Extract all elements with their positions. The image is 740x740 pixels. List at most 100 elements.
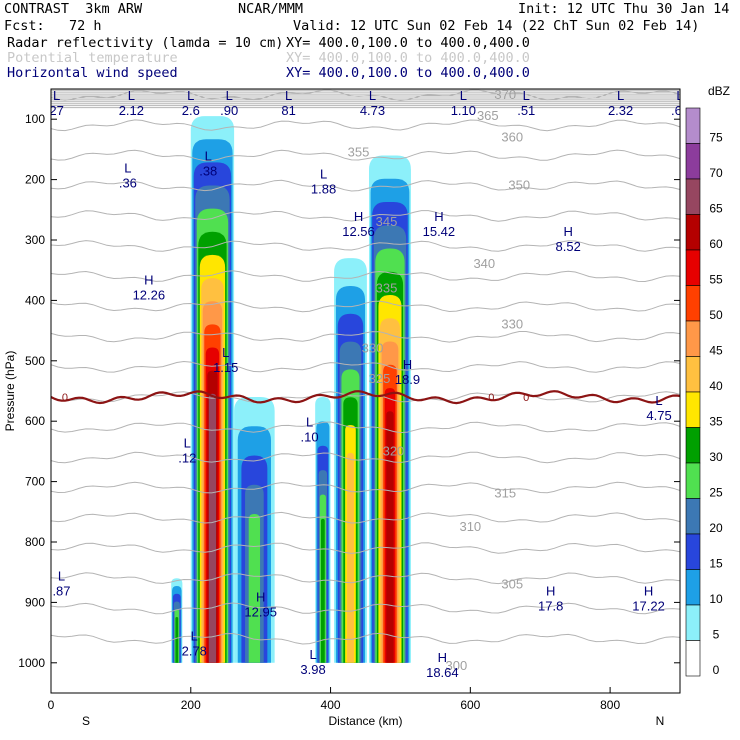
freezing-level-line	[51, 390, 680, 405]
theta-contour	[51, 602, 680, 615]
freezing-level-label: 0	[488, 392, 494, 404]
wind-extremum-type: H	[563, 224, 572, 239]
wind-extremum-type: L	[128, 88, 135, 103]
colorbar-swatch-50	[685, 285, 701, 322]
wind-extremum-type: H	[354, 209, 363, 224]
colorbar-swatch-55	[685, 249, 701, 286]
colorbar-swatch-70	[685, 143, 701, 180]
y-tick-label: 800	[25, 535, 45, 549]
wind-extremum-value: 27	[49, 103, 63, 118]
wind-extremum-type: L	[205, 149, 212, 164]
freezing-level-label: 0	[62, 392, 68, 404]
colorbar-swatch-75	[685, 107, 701, 144]
theta-label: 345	[376, 214, 398, 229]
x-tick-label: 0	[48, 698, 55, 712]
wind-extremum-type: H	[438, 650, 447, 665]
wind-extremum-value: 4.73	[360, 103, 385, 118]
y-tick-label: 1000	[18, 656, 45, 670]
colorbar-swatch-20	[685, 498, 701, 535]
colorbar-label: 35	[709, 415, 723, 429]
colorbar-label: 30	[709, 450, 723, 464]
wind-extremum-value: 2.32	[608, 103, 633, 118]
wind-extremum-value: .65	[671, 103, 689, 118]
theta-contour	[51, 572, 680, 585]
wind-extremum-value: .10	[301, 429, 319, 444]
theta-label: 355	[348, 144, 370, 159]
field-wind-name: Horizontal wind speed	[7, 65, 178, 81]
theta-contour	[51, 240, 680, 252]
colorbar-label: 0	[713, 663, 720, 677]
y-tick-label: 900	[25, 595, 45, 609]
wind-extremum-value: 81	[281, 103, 295, 118]
wind-extremum-type: L	[320, 167, 327, 182]
freezing-level-label: 0	[523, 392, 529, 404]
wind-extremum-value: 2.78	[182, 644, 207, 659]
colorbar-label: 45	[709, 344, 723, 358]
wind-extremum-value: 1.88	[311, 182, 336, 197]
x-tick-label: 400	[321, 698, 341, 712]
colorbar-swatch-25	[685, 462, 701, 499]
wind-extremum-value: .38	[199, 164, 217, 179]
wind-extremum-type: L	[187, 88, 194, 103]
wind-extremum-value: 4.75	[646, 408, 671, 423]
wind-extremum-type: L	[676, 88, 683, 103]
theta-label: 330	[501, 317, 523, 332]
field-reflectivity-name: Radar reflectivity (lamda = 10 cm)	[7, 35, 284, 51]
y-tick-label: 200	[25, 173, 45, 187]
colorbar-label: 15	[709, 557, 723, 571]
theta-contour	[51, 210, 680, 222]
colorbar-swatch-40	[685, 356, 701, 393]
center-label: NCAR/MMM	[238, 1, 304, 17]
x-tick-label: 600	[460, 698, 480, 712]
wind-extremum-value: 17.22	[632, 598, 665, 613]
theta-contour	[51, 119, 680, 132]
wind-extremum-value: 1.10	[451, 103, 476, 118]
wind-extremum-type: L	[226, 88, 233, 103]
wind-extremum-value: 8.52	[556, 239, 581, 254]
colorbar-label: 25	[709, 486, 723, 500]
y-axis-label: Pressure (hPa)	[3, 351, 17, 432]
init-time: Init: 12 UTC Thu 30 Jan 14	[518, 1, 730, 17]
echo-band-5-60	[386, 411, 394, 663]
theta-label: 325	[369, 371, 391, 386]
theta-label: 315	[494, 486, 516, 501]
wind-extremum-type: H	[256, 589, 265, 604]
colorbar-label: 40	[709, 379, 723, 393]
wind-extremum-type: H	[546, 583, 555, 598]
colorbar-swatch-45	[685, 320, 701, 357]
colorbar-swatch-35	[685, 391, 701, 428]
wind-extremum-type: L	[285, 88, 292, 103]
theta-label: 310	[459, 519, 481, 534]
x-end-label-north: N	[656, 714, 665, 728]
wind-extremum-value: 3.98	[300, 662, 325, 677]
colorbar-label: 10	[709, 592, 723, 606]
wind-extremum-type: L	[222, 345, 229, 360]
wind-extremum-type: L	[369, 88, 376, 103]
wind-extremum-type: L	[309, 647, 316, 662]
wind-extremum-type: H	[403, 357, 412, 372]
valid-time: Valid: 12 UTC Sun 02 Feb 14 (22 ChT Sun …	[293, 18, 700, 34]
theta-contour	[51, 481, 680, 494]
theta-contour	[51, 391, 680, 403]
wind-extremum-value: 2.12	[119, 103, 144, 118]
x-tick-label: 800	[600, 698, 620, 712]
model-title: CONTRAST 3km ARW	[4, 1, 143, 17]
theta-contour	[51, 421, 680, 434]
x-end-label-south: S	[82, 714, 90, 728]
theta-contour	[51, 300, 680, 313]
wind-extremum-value: 12.56	[342, 224, 375, 239]
wind-extremum-value: 1.15	[213, 360, 238, 375]
colorbar-unit: dBZ	[708, 84, 730, 98]
wind-extremum-value: .12	[178, 450, 196, 465]
theta-label: 350	[508, 178, 530, 193]
theta-label: 320	[383, 443, 405, 458]
wind-extremum-value: .36	[119, 176, 137, 191]
theta-label: 370	[494, 87, 516, 102]
colorbar-swatch-0	[685, 640, 701, 677]
wind-extremum-type: L	[53, 88, 60, 103]
theta-contour	[51, 89, 680, 102]
theta-contour	[51, 511, 680, 524]
field-theta-name: Potential temperature	[7, 50, 178, 66]
wind-extremum-type: L	[191, 629, 198, 644]
